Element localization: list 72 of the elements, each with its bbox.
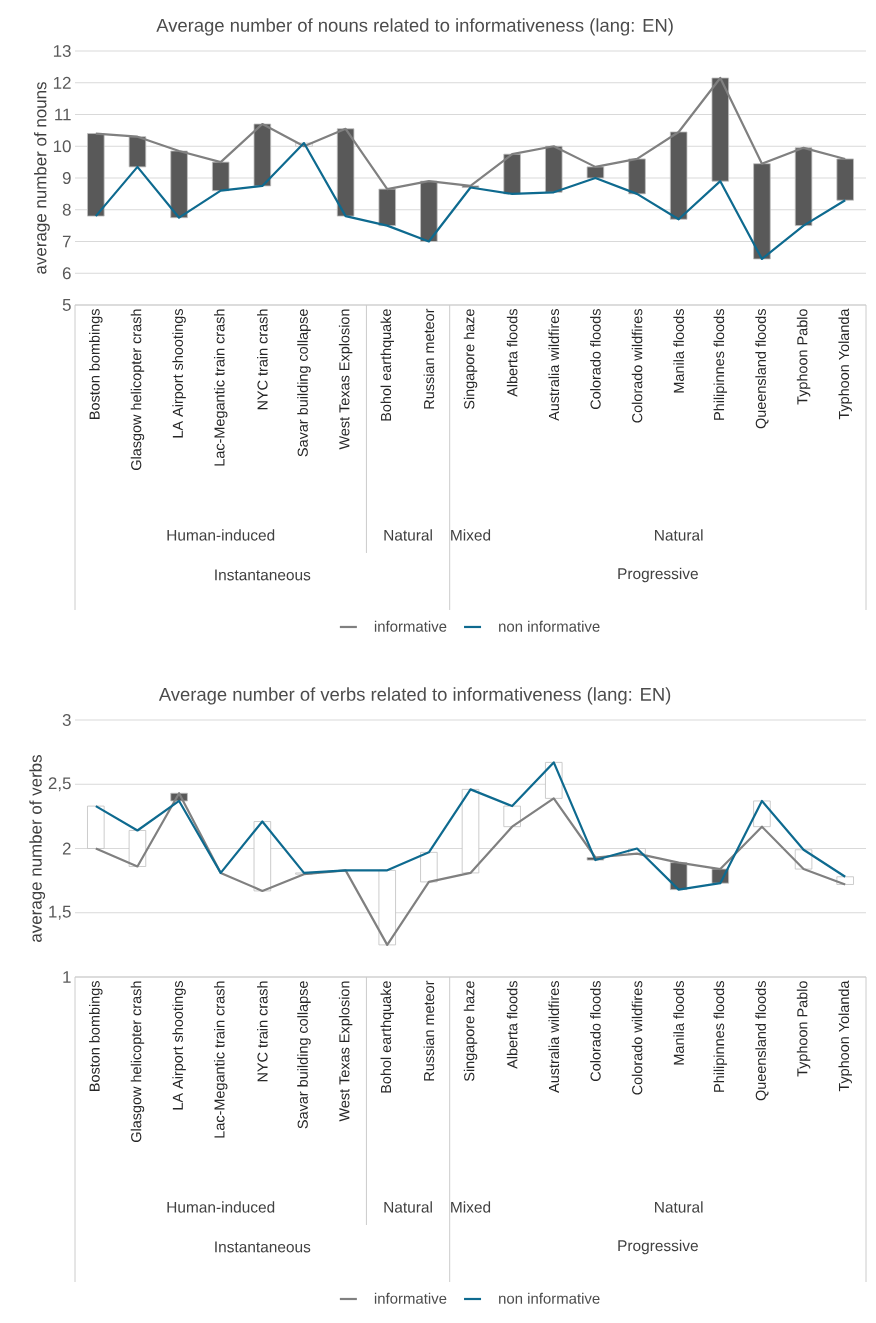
y-tick-label: 7 [62,235,71,248]
y-tick-label: 1 [63,971,71,983]
x-tick-label: Australia wildfires [548,981,560,1093]
x-tick-label: Lac-Megantic train crash [213,309,228,466]
x-tick-label: Alberta floods [506,981,518,1069]
x-tick-label: NYC train crash [257,981,268,1082]
x-tick-label: Savar building collapse [297,981,311,1129]
x-tick-label: Typhoon Pablo [796,309,811,405]
text: Natural [384,1201,432,1213]
x-tick-label: Glasgow helicopter crash [130,981,145,1142]
y-tick-label: 6 [62,267,71,280]
x-tick-label: Australia wildfires [548,309,560,421]
x-tick-label: Typhoon Yolanda [838,308,852,420]
x-tick-label: Boston bombings [89,309,103,419]
y-tick-label: 5 [62,299,71,311]
y-tick-label: 12 [53,76,71,89]
text: Natural [655,529,703,541]
x-tick-label: Colorado floods [590,309,601,409]
x-tick-label: Bohol earthquake [380,981,394,1093]
y-tick-label: 3 [62,714,71,726]
x-tick-label: LA Airport shootings [172,309,186,438]
legend-label: non informative [499,1292,600,1304]
x-tick-label: Typhoon Pablo [796,981,811,1077]
y-axis-title: average number of verbs [29,755,46,942]
x-tick-label: Colorado wildfires [631,981,643,1095]
chart-title: Average number of nouns related to informativeness (lang: EN) [156,18,673,36]
x-tick-label: Manila floods [673,309,684,393]
x-tick-label: Bohol earthquake [380,309,394,421]
y-tick-label: 8 [62,203,71,216]
y-axis-title: average number of nouns [34,82,50,274]
text: Progressive [618,567,698,583]
x-tick-label: Alberta floods [506,309,518,397]
y-tick-label: 10 [53,140,71,153]
x-tick-label: Queensland floods [755,981,769,1101]
y-tick-label: 9 [62,172,71,184]
x-tick-label: Singapore haze [463,309,478,410]
x-tick-label: Russian meteor [423,308,435,409]
y-tick-label: 2 [62,842,71,855]
y-tick-label: 11 [55,108,71,121]
x-tick-label: Typhoon Yolanda [838,980,852,1092]
x-tick-label: LA Airport shootings [172,981,186,1110]
text: Natural [384,529,432,541]
x-tick-label: Philipinnes floods [713,309,728,420]
x-tick-label: Colorado floods [590,981,601,1081]
x-tick-label: Russian meteor [423,980,435,1081]
legend-label: informative [374,620,447,632]
legend-label: informative [374,1292,447,1304]
y-tick-label: 1,5 [49,905,71,920]
x-tick-label: Savar building collapse [297,309,311,457]
text: Progressive [618,1239,698,1255]
legend-label: non informative [499,620,600,632]
text: Mixed [451,1201,491,1213]
y-tick-label: 2,5 [48,777,71,792]
x-tick-label: Manila floods [673,981,684,1065]
x-tick-label: NYC train crash [257,309,268,410]
y-tick-label: 13 [53,45,71,57]
x-tick-label: Queensland floods [755,309,769,429]
text: Human-induced [167,529,275,541]
x-tick-label: Philipinnes floods [713,981,728,1092]
x-tick-label: Lac-Megantic train crash [213,981,228,1138]
text: Instantaneous [215,1241,311,1253]
text: Human-induced [167,1201,275,1213]
x-tick-label: Colorado wildfires [631,309,643,423]
x-tick-label: Singapore haze [463,981,478,1082]
chart-title: Average number of verbs related to informativeness (lang: EN) [158,687,671,705]
text: Natural [655,1201,703,1213]
text: Mixed [451,529,491,541]
x-tick-label: Glasgow helicopter crash [130,309,145,470]
x-tick-label: West Texas Explosion [338,309,353,450]
text: Instantaneous [215,569,311,581]
x-tick-label: Boston bombings [89,981,103,1091]
x-tick-label: West Texas Explosion [338,981,353,1122]
